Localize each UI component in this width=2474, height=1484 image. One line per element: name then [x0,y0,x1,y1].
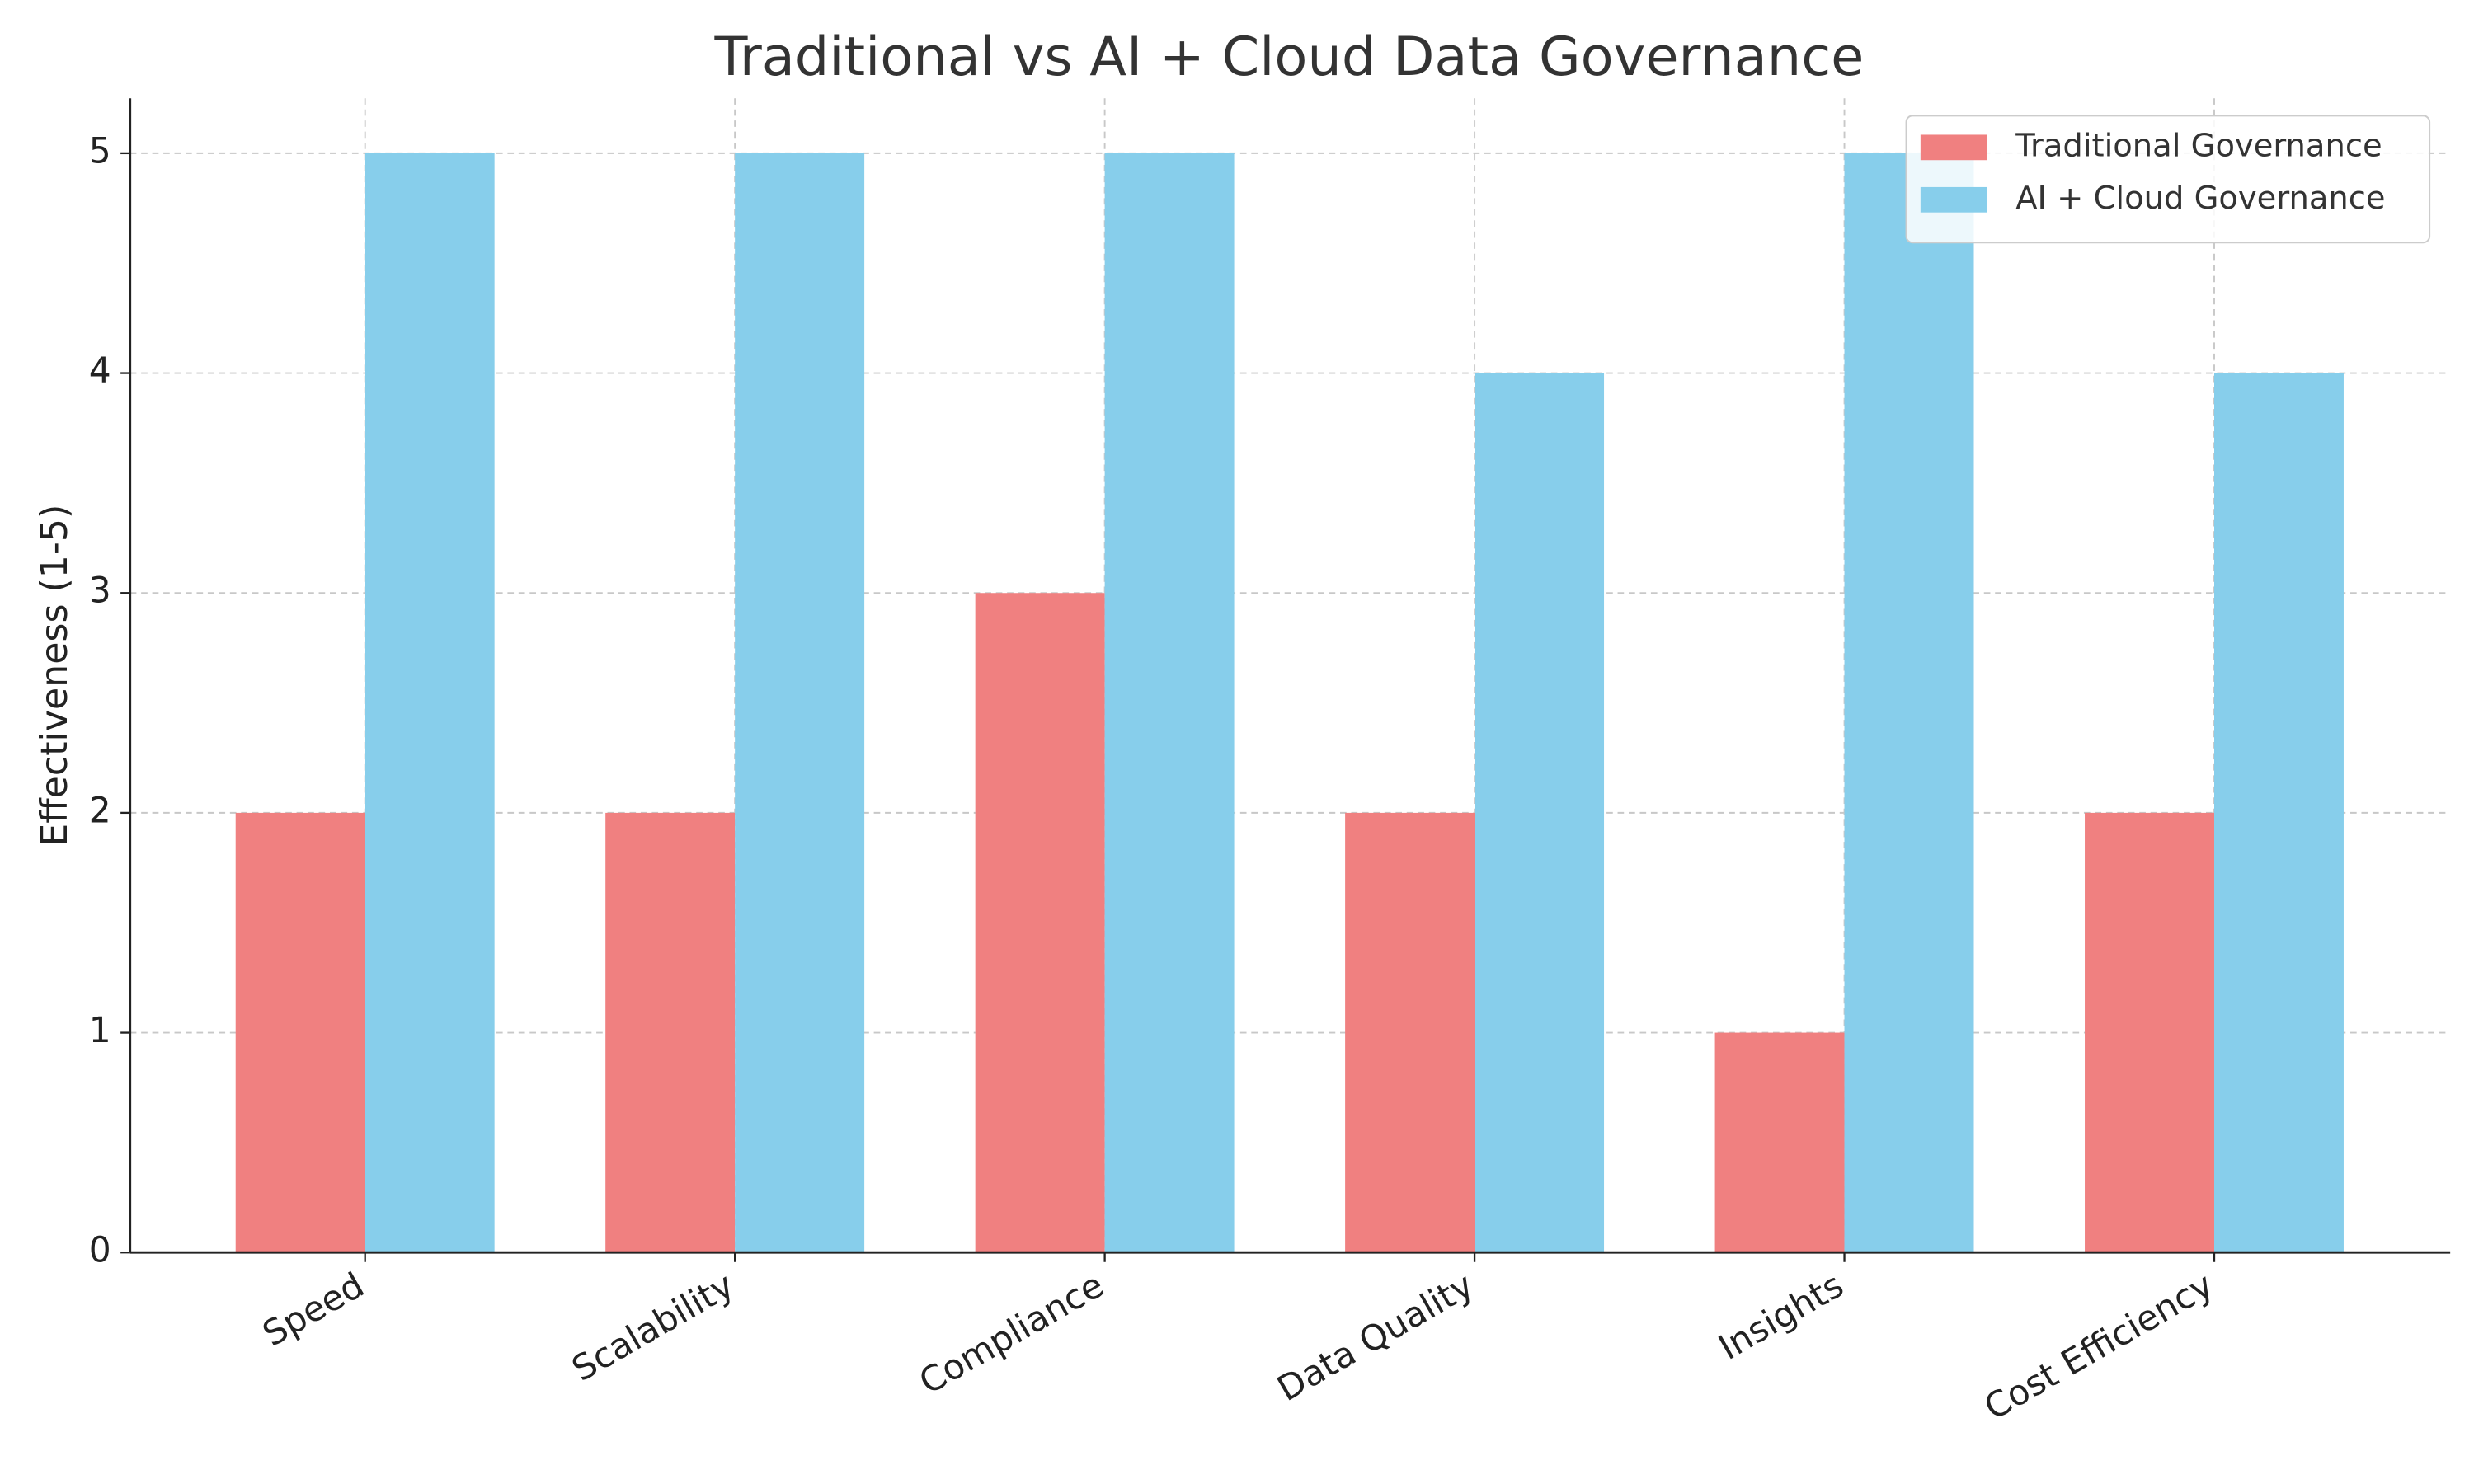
bar [1345,812,1475,1253]
bar [2085,812,2214,1253]
y-tick-label: 2 [89,790,111,830]
chart-title: Traditional vs AI + Cloud Data Governanc… [714,26,1865,88]
y-tick-label: 1 [89,1010,111,1050]
y-tick-label: 5 [89,130,111,171]
legend-label: Traditional Governance [2015,127,2382,164]
bar [1104,153,1235,1253]
y-axis-label: Effectiveness (1-5) [34,505,76,847]
bar [235,812,365,1253]
x-tick-label: Data Quality [1270,1265,1479,1409]
x-tick-label: Compliance [912,1265,1110,1402]
bar [1844,153,1974,1253]
y-tick-label: 4 [89,350,111,391]
bar [735,153,865,1253]
x-tick-label: Scalability [565,1265,741,1389]
bar [1475,373,1605,1253]
x-tick-label: Insights [1712,1265,1851,1368]
legend-swatch [1920,134,1987,161]
x-tick-label: Cost Efficiency [1978,1265,2220,1428]
legend-label: AI + Cloud Governance [2015,180,2385,217]
y-tick-label: 0 [89,1230,111,1270]
bar [605,812,736,1253]
y-tick-label: 3 [89,571,111,611]
x-tick-label: Speed [256,1265,370,1355]
bar [1714,1032,1845,1253]
bar [2214,373,2344,1253]
bar [975,593,1105,1253]
bar [365,153,495,1253]
legend-box [1905,115,2431,244]
legend-swatch [1920,186,1987,213]
